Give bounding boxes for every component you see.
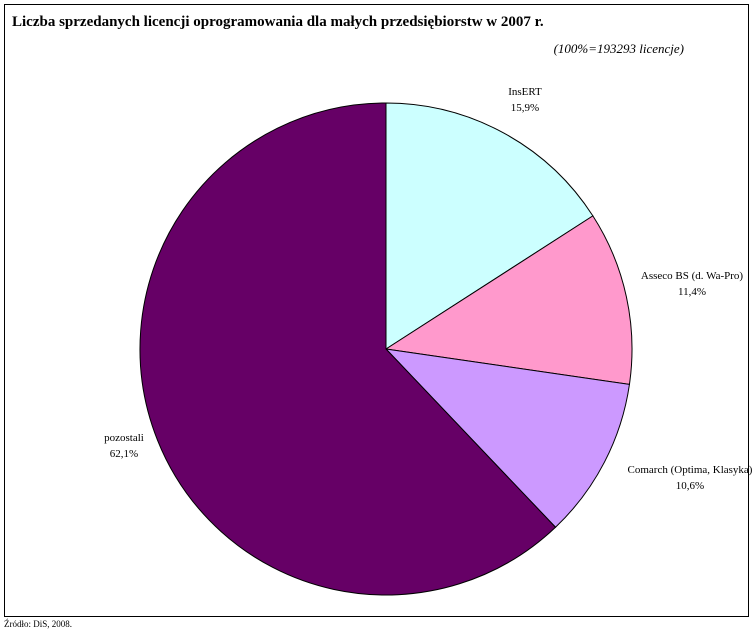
slice-name-comarch: Comarch (Optima, Klasyka) — [627, 464, 753, 476]
chart-title: Liczba sprzedanych licencji oprogramowan… — [12, 14, 544, 30]
pie-slices — [139, 102, 633, 596]
slice-value-asseco: 11,4% — [677, 286, 706, 298]
slice-value-comarch: 10,6% — [675, 480, 705, 492]
slice-name-insert: InsERT — [508, 86, 542, 98]
slice-name-asseco: Asseco BS (d. Wa-Pro) — [640, 270, 744, 282]
slice-label-pozostali: pozostali 62,1% — [104, 430, 144, 462]
slice-value-insert: 15,9% — [510, 102, 540, 114]
pie-slice-insert — [385, 102, 594, 350]
source-note: Źródło: DiS, 2008. — [4, 619, 73, 629]
slice-label-insert: InsERT 15,9% — [508, 84, 542, 116]
pie-slice-comarch — [384, 348, 631, 528]
pie-slice-asseco — [384, 215, 633, 385]
slice-value-pozostali: 62,1% — [109, 448, 139, 460]
chart-subtitle: (100%=193293 licencje) — [553, 41, 684, 56]
chart-frame — [4, 4, 749, 617]
slice-name-pozostali: pozostali — [104, 432, 144, 444]
slice-label-comarch: Comarch (Optima, Klasyka) 10,6% — [628, 462, 753, 494]
slice-label-asseco: Asseco BS (d. Wa-Pro) 11,4% — [641, 268, 743, 300]
pie-slice-pozostali — [139, 102, 557, 596]
